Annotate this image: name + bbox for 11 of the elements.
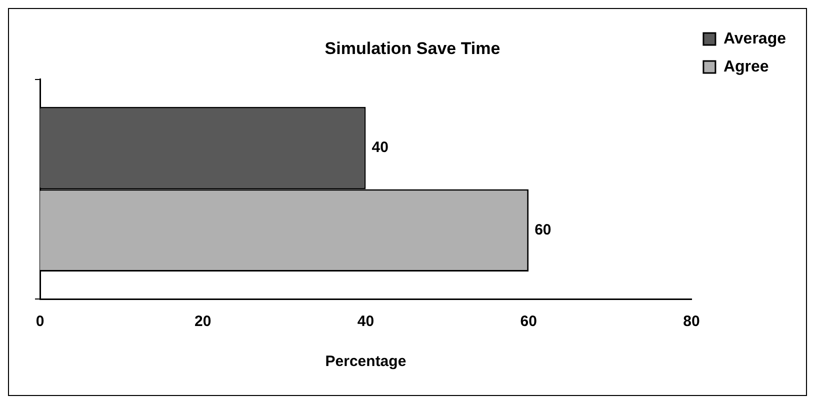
data-label: 40 [372, 139, 388, 156]
x-tick-label: 80 [683, 313, 700, 330]
x-axis-title: Percentage [325, 353, 406, 370]
x-tick-label: 40 [357, 313, 374, 330]
x-tick-label: 20 [194, 313, 212, 330]
legend-label: Agree [723, 58, 769, 76]
legend-label: Average [723, 30, 786, 48]
x-tick-label: 0 [36, 313, 44, 330]
x-tick-label: 60 [520, 313, 537, 330]
data-label: 60 [534, 222, 552, 239]
chart-title: Simulation Save Time [324, 38, 500, 58]
